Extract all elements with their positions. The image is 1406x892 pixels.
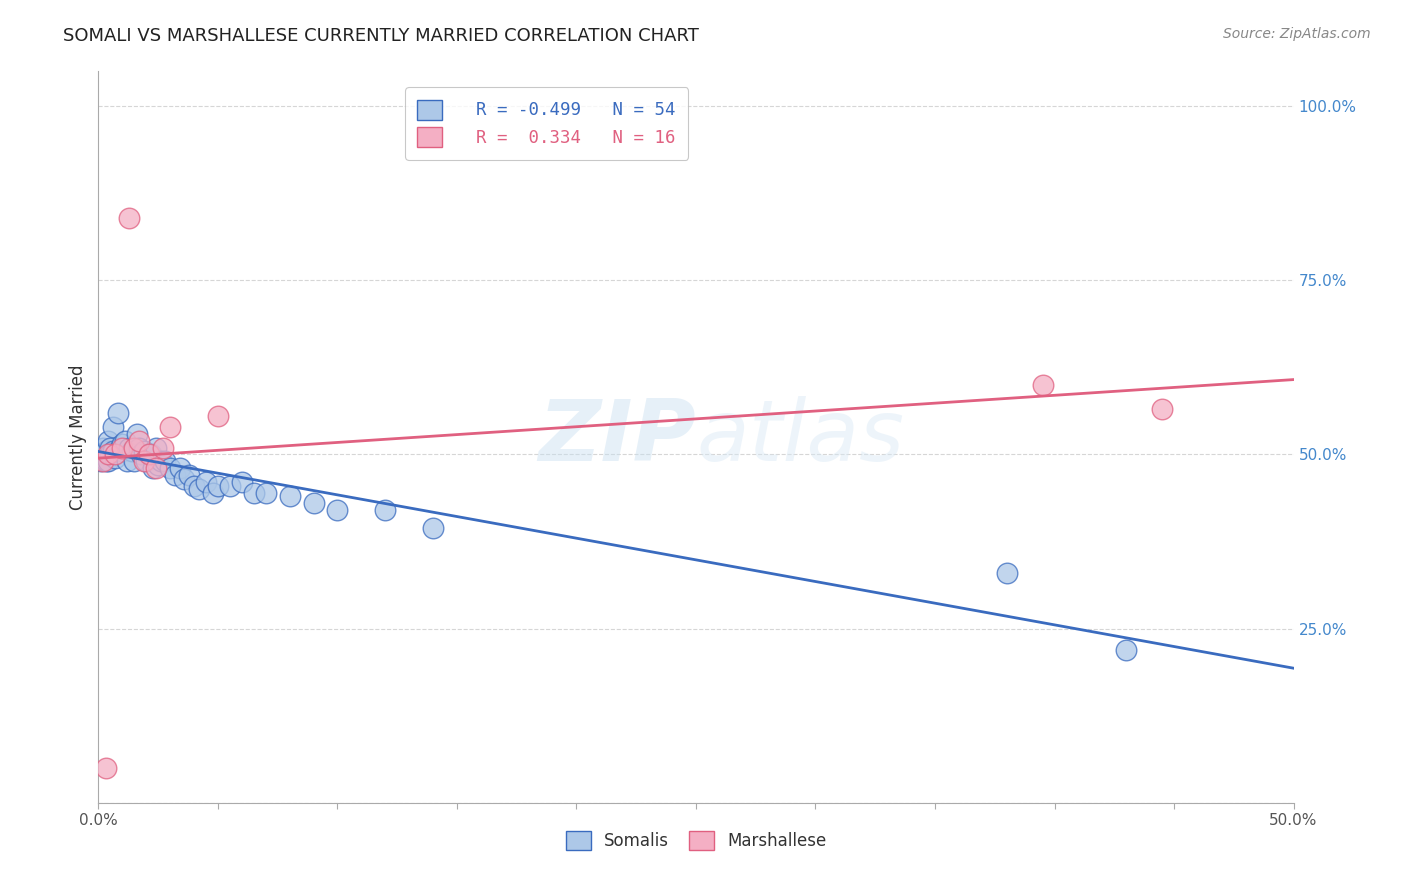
Point <box>159 461 181 475</box>
Point <box>995 566 1018 580</box>
Point <box>326 503 349 517</box>
Point <box>91 454 114 468</box>
Point <box>374 503 396 517</box>
Point <box>219 479 242 493</box>
Point <box>91 441 114 455</box>
Point <box>207 479 229 493</box>
Point <box>98 448 122 462</box>
Point <box>128 434 150 448</box>
Point <box>108 441 131 455</box>
Text: Source: ZipAtlas.com: Source: ZipAtlas.com <box>1223 27 1371 41</box>
Point <box>139 448 162 462</box>
Point <box>152 441 174 455</box>
Text: SOMALI VS MARSHALLESE CURRENTLY MARRIED CORRELATION CHART: SOMALI VS MARSHALLESE CURRENTLY MARRIED … <box>63 27 699 45</box>
Text: atlas: atlas <box>696 395 904 479</box>
Point <box>173 472 195 486</box>
Point <box>101 444 124 458</box>
Point <box>1115 642 1137 657</box>
Point <box>125 426 148 441</box>
Point <box>90 454 112 468</box>
Point <box>155 454 177 468</box>
Point <box>1152 402 1174 417</box>
Point <box>94 454 117 468</box>
Point <box>142 461 165 475</box>
Point <box>163 468 186 483</box>
Point <box>97 448 120 462</box>
Point <box>132 454 155 468</box>
Point <box>111 441 134 455</box>
Point <box>118 441 141 455</box>
Point <box>254 485 277 500</box>
Point <box>138 448 160 462</box>
Point <box>169 461 191 475</box>
Y-axis label: Currently Married: Currently Married <box>69 364 87 510</box>
Point <box>131 448 153 462</box>
Point <box>94 761 117 775</box>
Point <box>187 483 209 497</box>
Point <box>1032 377 1054 392</box>
Legend: Somalis, Marshallese: Somalis, Marshallese <box>558 824 834 856</box>
Point <box>231 475 253 490</box>
Point <box>118 211 141 225</box>
Text: ZIP: ZIP <box>538 395 696 479</box>
Point <box>115 454 138 468</box>
Point <box>145 461 167 475</box>
Point <box>124 441 146 455</box>
Point <box>135 454 157 468</box>
Point <box>159 419 181 434</box>
Point <box>145 441 167 455</box>
Point <box>98 441 122 455</box>
Point <box>202 485 225 500</box>
Point <box>128 441 150 455</box>
Point <box>114 434 136 448</box>
Point <box>97 454 120 468</box>
Point <box>138 448 160 462</box>
Point <box>149 454 172 468</box>
Point <box>111 444 134 458</box>
Point <box>94 444 117 458</box>
Point <box>121 444 143 458</box>
Point <box>243 485 266 500</box>
Point <box>91 448 114 462</box>
Point <box>195 475 218 490</box>
Point <box>124 454 146 468</box>
Point <box>278 489 301 503</box>
Point <box>104 450 127 465</box>
Point <box>101 419 124 434</box>
Point <box>104 448 127 462</box>
Point <box>183 479 205 493</box>
Point <box>207 409 229 424</box>
Point <box>132 444 155 458</box>
Point <box>107 406 129 420</box>
Point <box>302 496 325 510</box>
Point <box>422 521 444 535</box>
Point <box>148 458 170 472</box>
Point <box>179 468 201 483</box>
Point <box>111 437 134 451</box>
Point <box>97 434 120 448</box>
